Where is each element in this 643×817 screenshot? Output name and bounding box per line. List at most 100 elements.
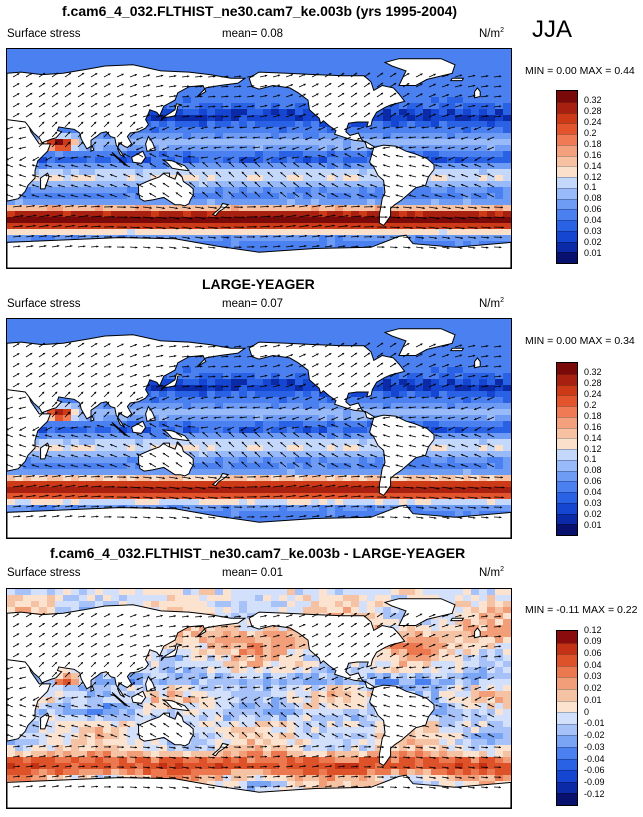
field-cell	[255, 217, 264, 224]
wind-arrow-head	[357, 127, 360, 130]
field-cell	[247, 217, 256, 224]
field-cell	[471, 133, 480, 140]
field-cell	[471, 403, 480, 410]
field-cell	[271, 175, 280, 182]
field-cell	[239, 115, 248, 122]
field-cell	[311, 193, 320, 200]
wind-arrow-head	[85, 224, 88, 228]
wind-arrow-head	[434, 236, 437, 240]
field-cell	[375, 121, 384, 128]
field-cell	[407, 361, 416, 368]
wind-arrow-head	[265, 146, 268, 150]
field-cell	[199, 325, 208, 332]
field-cell	[23, 235, 32, 242]
field-cell	[495, 175, 504, 182]
field-cell	[271, 151, 280, 158]
field-cell	[447, 379, 456, 386]
field-cell	[455, 367, 464, 374]
field-cell	[351, 163, 360, 170]
field-cell	[207, 115, 216, 122]
field-cell	[175, 97, 184, 104]
field-cell	[7, 49, 16, 56]
field-cell	[143, 385, 152, 392]
field-cell	[191, 169, 200, 176]
field-cell	[111, 217, 120, 224]
wind-arrow-head	[281, 214, 284, 218]
field-cell	[47, 337, 56, 344]
field-cell	[255, 319, 264, 326]
field-cell	[463, 139, 472, 146]
field-cell	[439, 139, 448, 146]
field-cell	[463, 103, 472, 110]
field-cell	[239, 151, 248, 158]
field-cell	[239, 55, 248, 62]
wind-arrow-head	[136, 193, 139, 196]
wind-arrow-head	[265, 136, 268, 140]
field-cell	[127, 217, 136, 224]
field-cell	[215, 391, 224, 398]
field-cell	[151, 229, 160, 236]
field-cell	[335, 145, 344, 152]
field-cell	[23, 229, 32, 236]
field-cell	[455, 61, 464, 68]
field-cell	[423, 211, 432, 218]
field-cell	[79, 151, 88, 158]
field-cell	[199, 115, 208, 122]
field-cell	[319, 139, 328, 146]
field-cell	[127, 193, 136, 200]
wind-arrow-head	[86, 214, 89, 218]
field-cell	[135, 319, 144, 326]
field-cell	[311, 211, 320, 218]
field-cell	[423, 421, 432, 428]
field-cell	[223, 355, 232, 362]
wind-arrow-head	[42, 92, 46, 95]
field-cell	[415, 403, 424, 410]
wind-arrow-head	[121, 103, 124, 106]
field-cell	[55, 49, 64, 56]
field-cell	[447, 415, 456, 422]
field-cell	[367, 235, 376, 242]
field-cell	[295, 103, 304, 110]
field-cell	[47, 193, 56, 200]
field-cell	[55, 427, 64, 434]
field-cell	[119, 199, 128, 206]
wind-arrow-head	[161, 246, 164, 249]
wind-arrow-head	[241, 226, 244, 229]
field-cell	[359, 337, 368, 344]
wind-arrow-head	[369, 137, 373, 140]
field-cell	[359, 223, 368, 230]
field-cell	[95, 325, 104, 332]
field-cell	[223, 133, 232, 140]
wind-arrow-head	[393, 93, 397, 96]
field-cell	[271, 199, 280, 206]
field-cell	[135, 49, 144, 56]
field-cell	[431, 85, 440, 92]
field-cell	[287, 199, 296, 206]
wind-arrow-head	[460, 236, 463, 240]
field-cell	[407, 397, 416, 404]
field-cell	[327, 49, 336, 56]
field-cell	[247, 109, 256, 116]
field-cell	[327, 145, 336, 152]
field-cell	[167, 409, 176, 416]
wind-arrow-head	[500, 206, 503, 209]
field-cell	[263, 91, 272, 98]
field-cell	[183, 385, 192, 392]
wind-arrow-head	[187, 75, 190, 78]
field-cell	[487, 337, 496, 344]
field-cell	[151, 49, 160, 56]
field-cell	[463, 187, 472, 194]
field-cell	[463, 61, 472, 68]
field-cell	[463, 199, 472, 206]
field-cell	[231, 103, 240, 110]
field-cell	[343, 337, 352, 344]
field-cell	[391, 349, 400, 356]
wind-arrow-head	[316, 93, 319, 96]
field-cell	[343, 67, 352, 74]
wind-arrow-head	[135, 236, 139, 239]
wind-arrow-head	[277, 104, 281, 107]
field-cell	[71, 199, 80, 206]
field-cell	[47, 433, 56, 440]
field-cell	[295, 145, 304, 152]
field-cell	[231, 175, 240, 182]
